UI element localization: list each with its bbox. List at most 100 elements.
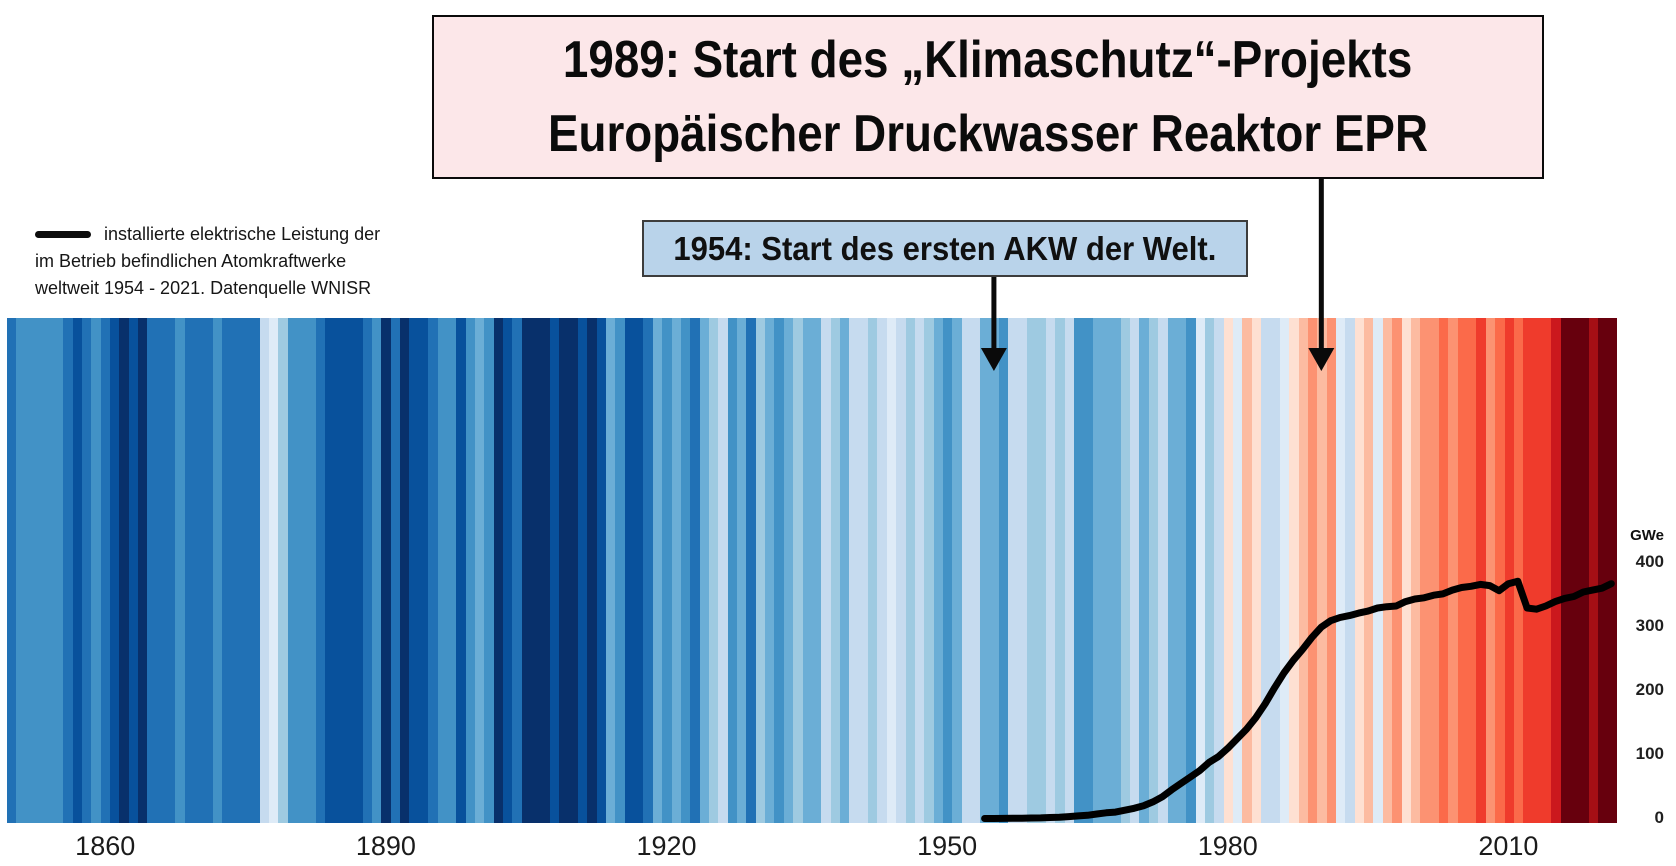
stripe-1860 <box>100 318 110 823</box>
stripe-1965 <box>1083 318 1093 823</box>
stripe-2018 <box>1579 318 1589 823</box>
stripe-1879 <box>278 318 288 823</box>
stripe-1990 <box>1317 318 1327 823</box>
stripe-1942 <box>868 318 878 823</box>
stripe-1885 <box>334 318 344 823</box>
stripe-1930 <box>755 318 766 823</box>
stripe-1864 <box>138 318 148 823</box>
x-tick-label-1950: 1950 <box>917 831 978 861</box>
stripe-1997 <box>1382 318 1393 823</box>
stripe-1982 <box>1242 318 1252 823</box>
stripe-2005 <box>1457 318 1468 823</box>
stripe-1901 <box>484 318 494 823</box>
stripe-2006 <box>1467 318 1477 823</box>
x-tick-label-1980: 1980 <box>1197 831 1258 861</box>
y-tick-label-0: 0 <box>1654 807 1664 827</box>
stripe-1866 <box>156 318 167 823</box>
stripe-1916 <box>624 318 635 823</box>
stripe-1863 <box>128 318 139 823</box>
legend-line-2: im Betrieb befindlichen Atomkraftwerke <box>35 251 347 271</box>
stripe-1981 <box>1233 318 1243 823</box>
stripe-1958 <box>1017 318 1028 823</box>
stripe-1925 <box>708 318 719 823</box>
stripe-1867 <box>166 318 176 823</box>
stripe-1882 <box>306 318 316 823</box>
stripe-1985 <box>1270 318 1280 823</box>
stripe-1999 <box>1401 318 1411 823</box>
y-tick-label-200: 200 <box>1635 679 1664 699</box>
y-tick-label-300: 300 <box>1635 616 1664 636</box>
stripe-2000 <box>1410 318 1421 823</box>
stripe-1890 <box>381 318 391 823</box>
stripe-1952 <box>961 318 972 823</box>
stripe-1926 <box>718 318 728 823</box>
stripe-1900 <box>474 318 485 823</box>
stripe-1892 <box>400 318 410 823</box>
stripe-1878 <box>269 318 279 823</box>
stripe-1859 <box>91 318 101 823</box>
stripe-1976 <box>1186 318 1196 823</box>
stripe-1875 <box>240 318 251 823</box>
stripe-1966 <box>1092 318 1103 823</box>
stripe-1911 <box>577 318 588 823</box>
stripe-1906 <box>531 318 541 823</box>
stripe-1936 <box>811 318 822 823</box>
stripe-1969 <box>1120 318 1131 823</box>
stripe-1973 <box>1158 318 1168 823</box>
stripe-1922 <box>680 318 691 823</box>
stripe-2021 <box>1607 318 1617 823</box>
stripe-1977 <box>1195 318 1205 823</box>
stripe-1991 <box>1326 318 1337 823</box>
stripe-2015 <box>1551 318 1561 823</box>
stripe-1861 <box>109 318 120 823</box>
stripe-1978 <box>1205 318 1215 823</box>
stripe-1908 <box>549 318 560 823</box>
stripe-1967 <box>1102 318 1112 823</box>
stripe-1868 <box>175 318 185 823</box>
stripe-1955 <box>989 318 1000 823</box>
stripe-1855 <box>53 318 64 823</box>
stripe-1940 <box>849 318 859 823</box>
stripe-1971 <box>1139 318 1149 823</box>
event-box-label: 1954: Start des ersten AKW der Welt. <box>673 229 1217 267</box>
stripe-2003 <box>1438 318 1449 823</box>
stripe-2016 <box>1560 318 1571 823</box>
stripe-1962 <box>1055 318 1065 823</box>
stripe-2001 <box>1420 318 1430 823</box>
stripe-1917 <box>634 318 644 823</box>
stripe-2013 <box>1532 318 1542 823</box>
stripe-1948 <box>924 318 934 823</box>
stripe-1857 <box>72 318 82 823</box>
stripe-2019 <box>1588 318 1599 823</box>
stripe-1927 <box>727 318 738 823</box>
stripe-1964 <box>1073 318 1084 823</box>
title-box-1989-epr: 1989: Start des „Klimaschutz“-Projekts E… <box>432 15 1544 179</box>
stripe-1896 <box>437 318 447 823</box>
stripe-1943 <box>877 318 887 823</box>
stripe-1886 <box>343 318 354 823</box>
legend-row: installierte elektrische Leistung der <box>35 221 380 248</box>
stripe-1888 <box>362 318 373 823</box>
stripe-1935 <box>802 318 812 823</box>
stripe-1989 <box>1307 318 1318 823</box>
stripe-1891 <box>390 318 401 823</box>
stripe-1970 <box>1130 318 1140 823</box>
stripe-1992 <box>1336 318 1346 823</box>
stripe-1850 <box>7 318 17 823</box>
stripe-1907 <box>540 318 550 823</box>
stripe-1995 <box>1364 318 1374 823</box>
stripe-1994 <box>1354 318 1365 823</box>
stripe-1934 <box>793 318 803 823</box>
stripe-1895 <box>428 318 438 823</box>
stripe-1921 <box>671 318 681 823</box>
stripe-1898 <box>456 318 466 823</box>
y-tick-label-100: 100 <box>1635 743 1664 763</box>
stripe-1862 <box>119 318 129 823</box>
stripe-1975 <box>1176 318 1187 823</box>
stripe-1893 <box>409 318 419 823</box>
stripe-1876 <box>250 318 260 823</box>
stripe-1923 <box>690 318 700 823</box>
stripe-1851 <box>16 318 26 823</box>
stripe-1924 <box>699 318 709 823</box>
